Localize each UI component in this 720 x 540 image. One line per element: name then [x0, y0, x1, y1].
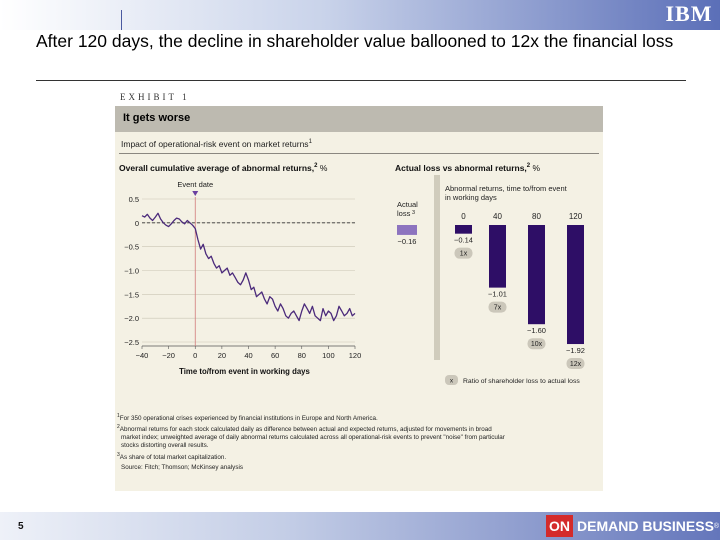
x-axis-title: Time to/from event in working days: [179, 367, 310, 376]
line-chart-title-note: 2: [314, 163, 318, 170]
ratio-label: 1x: [460, 251, 468, 258]
x-tick-label: 0: [193, 351, 197, 360]
footnote-3-text: As share of total market capitalization.: [119, 453, 227, 461]
x-tick-label: 80: [298, 351, 306, 360]
footnote-2-cont: market index; unweighted average of dail…: [117, 434, 597, 442]
exhibit-panel: It gets worse Impact of operational-risk…: [115, 106, 603, 491]
exhibit-title: It gets worse: [123, 112, 191, 124]
series-note-line-1: Abnormal returns, time to/from event: [445, 184, 568, 193]
x-tick-label: 100: [322, 351, 335, 360]
footnote-3: 3As share of total market capitalization…: [117, 451, 227, 461]
title-divider: [36, 80, 686, 81]
footnote-1: 1For 350 operational crises experienced …: [117, 413, 378, 423]
footnote-2-text-c: stocks distorting overall results.: [121, 442, 209, 450]
abnormal-returns-line: [141, 212, 356, 322]
ratio-badge: [527, 338, 546, 350]
x-tick-label: 20: [218, 351, 226, 360]
bar-chart-title: Actual loss vs abnormal returns,2 %: [395, 163, 540, 173]
ratio-label: 12x: [570, 361, 582, 368]
banner-divider: [121, 10, 122, 30]
ratio-badge: [454, 247, 473, 259]
bar-category-label: 0: [461, 212, 466, 221]
exhibit-label: EXHIBIT 1: [120, 92, 190, 102]
bar-category-label: 120: [569, 212, 583, 221]
source-note-text: Source: Fitch; Thomson; McKinsey analysi…: [121, 463, 244, 471]
legend-key: x: [450, 378, 454, 385]
slide-title: After 120 days, the decline in sharehold…: [36, 31, 674, 51]
on-demand-business-logo: ON DEMAND BUSINESS ®: [546, 514, 719, 538]
line-chart-title-text: Overall cumulative average of abnormal r…: [119, 163, 315, 173]
ratio-badge: [566, 358, 585, 370]
bar-value-label: −1.01: [488, 290, 507, 299]
on-demand-business-text: DEMAND BUSINESS: [577, 518, 714, 534]
footnotes: 1For 350 operational crises experienced …: [117, 412, 597, 472]
x-tick-label: 60: [271, 351, 279, 360]
event-marker: [192, 191, 199, 196]
exhibit-header: It gets worse: [115, 106, 603, 132]
actual-loss-label-2: loss: [397, 209, 411, 218]
bar-value-label: −0.14: [454, 236, 473, 245]
bar-chart-title-note: 2: [526, 163, 531, 170]
bar-value-label: −1.92: [566, 346, 585, 355]
footnote-2: 2Abnormal returns for each stock calcula…: [117, 424, 492, 434]
y-tick-label: −1.0: [124, 267, 139, 276]
y-tick-label: −1.5: [124, 290, 139, 299]
ratio-badge: [488, 301, 507, 313]
x-tick-label: 120: [349, 351, 362, 360]
ibm-logo: IBM: [662, 2, 716, 26]
line-chart: 0.5 0 −0.5 −1.0 −1.5 −2.0 −2.5 −40 −20 0 20 40 60 80 1…: [124, 180, 362, 376]
bar-category-label: 40: [493, 212, 502, 221]
bar-value-label: −1.60: [527, 326, 546, 335]
y-tick-label: 0: [135, 219, 139, 228]
x-tick-label: 40: [244, 351, 252, 360]
footnote-1-text: For 350 operational crises experienced b…: [119, 415, 378, 423]
y-tick-label: 0.5: [129, 195, 139, 204]
page-number: 5: [18, 521, 24, 532]
top-banner: [0, 0, 720, 30]
exhibit-subtitle-note: 1: [308, 139, 312, 146]
footnote-2-text-b: market index; unweighted average of dail…: [121, 434, 505, 442]
footnote-2-cont-2: stocks distorting overall results.: [117, 442, 597, 450]
y-tick-label: −2.0: [124, 314, 139, 323]
bar-chart-unit: %: [532, 163, 541, 173]
exhibit-subtitle: Impact of operational-risk event on mark…: [121, 139, 312, 149]
event-label: Event date: [177, 180, 213, 189]
footnote-2-text-a: Abnormal returns for each stock calculat…: [119, 426, 492, 434]
actual-loss-label: Actual: [397, 200, 418, 209]
exhibit-subtitle-rule: [119, 153, 599, 154]
line-chart-title: Overall cumulative average of abnormal r…: [119, 163, 327, 173]
legend-key-badge: [445, 375, 458, 385]
line-chart-unit: %: [319, 163, 328, 173]
bar-actual-loss: [397, 225, 417, 235]
source-note: Source: Fitch; Thomson; McKinsey analysi…: [117, 464, 597, 472]
bar-day-40: [489, 225, 506, 288]
x-tick-label: −40: [136, 351, 149, 360]
actual-loss-note: 3: [412, 210, 415, 216]
on-badge: ON: [546, 515, 573, 537]
bar-day-0: [455, 225, 472, 234]
series-note-line-2: in working days: [445, 193, 497, 202]
x-tick-label: −20: [162, 351, 175, 360]
legend-text: Ratio of shareholder loss to actual loss: [463, 378, 580, 385]
bar-day-80: [528, 225, 545, 325]
y-tick-label: −0.5: [124, 243, 139, 252]
ratio-label: 7x: [494, 305, 502, 312]
bar-day-120: [567, 225, 584, 345]
bar-value-label: −0.16: [398, 237, 417, 246]
trademark-mark: ®: [713, 522, 720, 530]
bar-chart-title-text: Actual loss vs abnormal returns,: [395, 163, 527, 173]
bottom-banner: [0, 512, 720, 540]
y-tick-label: −2.5: [124, 338, 139, 347]
ratio-label: 10x: [531, 341, 543, 348]
exhibit-subtitle-text: Impact of operational-risk event on mark…: [121, 139, 309, 149]
bar-category-label: 80: [532, 212, 541, 221]
